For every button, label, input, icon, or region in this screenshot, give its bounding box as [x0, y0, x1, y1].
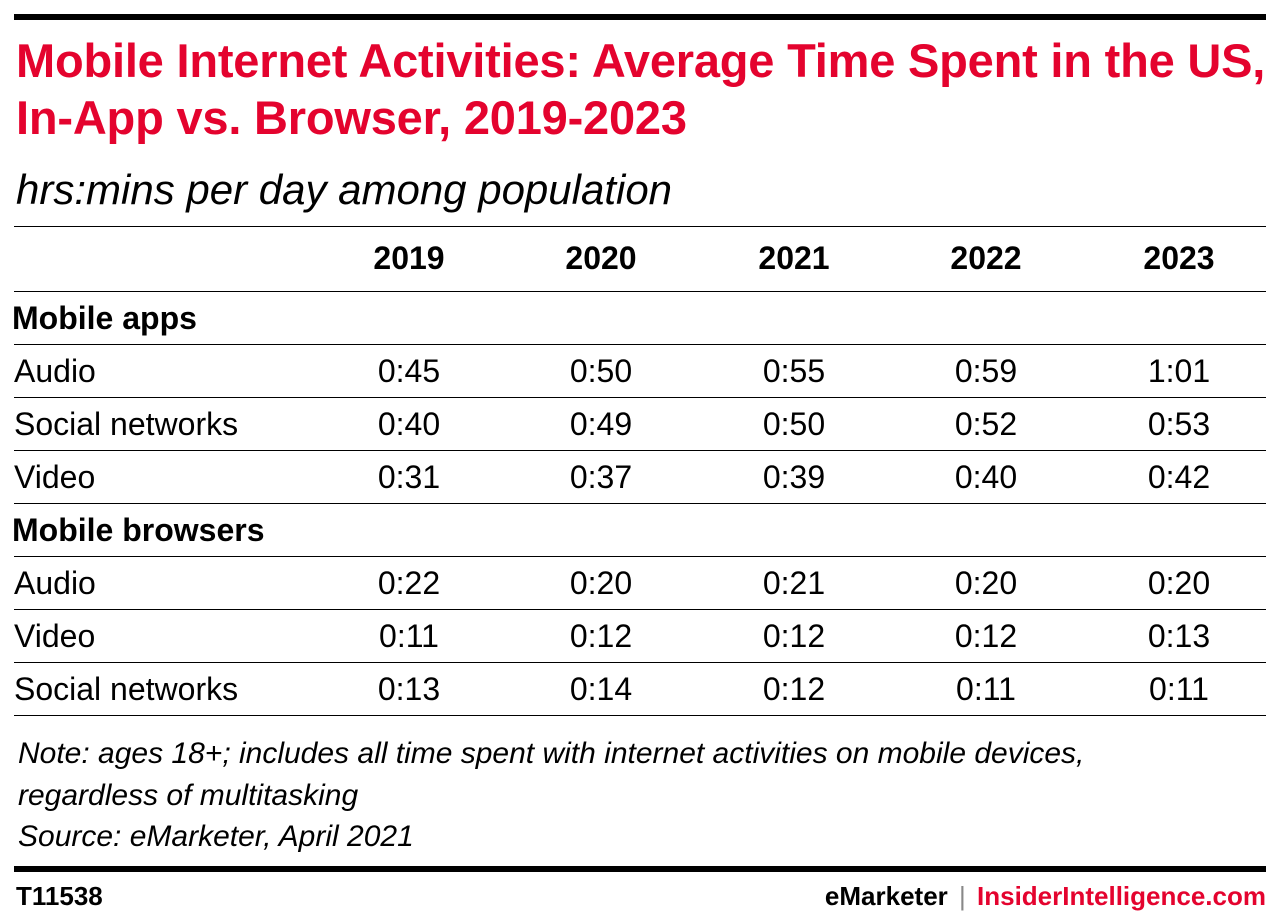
- note-line-2: regardless of multitasking: [18, 779, 359, 812]
- table-cell: 0:22: [377, 565, 441, 601]
- table-cell: 0:37: [569, 459, 633, 495]
- table-cell: 0:20: [1147, 565, 1211, 601]
- row-divider: [14, 344, 1266, 345]
- table-cell: 0:12: [762, 618, 826, 654]
- group-label: Mobile apps: [12, 300, 197, 336]
- bottom-rule: [14, 866, 1266, 872]
- table-cell: 0:53: [1147, 406, 1211, 442]
- table-cell: 0:40: [377, 406, 441, 442]
- footer-brands: eMarketer | InsiderIntelligence.com: [825, 880, 1266, 912]
- footer-separator: |: [959, 881, 966, 911]
- table-cell: 0:11: [379, 618, 439, 654]
- table-cell: 0:31: [377, 459, 441, 495]
- header-bottom-rule: [14, 291, 1266, 292]
- insider-intelligence-brand: InsiderIntelligence.com: [977, 881, 1266, 911]
- row-label: Audio: [14, 565, 96, 601]
- column-header-2023: 2023: [1143, 240, 1215, 276]
- column-header-2021: 2021: [758, 240, 830, 276]
- table-cell: 0:12: [762, 671, 826, 707]
- row-divider: [14, 609, 1266, 610]
- column-header-2022: 2022: [950, 240, 1022, 276]
- table-cell: 0:49: [569, 406, 633, 442]
- table-cell: 1:01: [1147, 353, 1211, 389]
- chart-subtitle: hrs:mins per day among population: [16, 166, 673, 213]
- row-label: Social networks: [14, 406, 239, 442]
- table-cell: 0:20: [954, 565, 1018, 601]
- group-label: Mobile browsers: [12, 512, 265, 548]
- row-label: Video: [14, 459, 96, 495]
- table-cell: 0:11: [956, 671, 1016, 707]
- table-cell: 0:14: [569, 671, 633, 707]
- emarketer-brand: eMarketer: [824, 881, 948, 911]
- table-cell: 0:50: [762, 406, 826, 442]
- row-divider: [14, 450, 1266, 451]
- row-divider: [14, 397, 1266, 398]
- group-bottom-rule: [14, 715, 1266, 716]
- chart-id: T11538: [16, 881, 103, 911]
- table-cell: 0:21: [762, 565, 826, 601]
- column-header-2019: 2019: [373, 240, 445, 276]
- row-divider: [14, 556, 1266, 557]
- group-bottom-rule: [14, 503, 1266, 504]
- table-cell: 0:42: [1147, 459, 1211, 495]
- table-cell: 0:20: [569, 565, 633, 601]
- top-rule: [14, 14, 1266, 20]
- row-label: Social networks: [14, 671, 239, 707]
- column-header-2020: 2020: [565, 240, 637, 276]
- table-cell: 0:12: [569, 618, 633, 654]
- row-label: Audio: [14, 353, 96, 389]
- table-cell: 0:12: [954, 618, 1018, 654]
- table-cell: 0:45: [377, 353, 441, 389]
- table-cell: 0:55: [762, 353, 826, 389]
- row-label: Video: [14, 618, 96, 654]
- table-cell: 0:13: [377, 671, 441, 707]
- table-cell: 0:40: [954, 459, 1018, 495]
- table-cell: 0:52: [954, 406, 1018, 442]
- table-cell: 0:50: [569, 353, 633, 389]
- note-line-1: Note: ages 18+; includes all time spent …: [18, 737, 1085, 770]
- chart-title: Mobile Internet Activities: Average Time…: [16, 34, 1266, 144]
- source-line: Source: eMarketer, April 2021: [18, 820, 414, 853]
- header-top-rule: [14, 226, 1266, 227]
- row-divider: [14, 662, 1266, 663]
- table-cell: 0:39: [762, 459, 826, 495]
- table-cell: 0:11: [1149, 671, 1209, 707]
- table-cell: 0:13: [1147, 618, 1211, 654]
- table-cell: 0:59: [954, 353, 1018, 389]
